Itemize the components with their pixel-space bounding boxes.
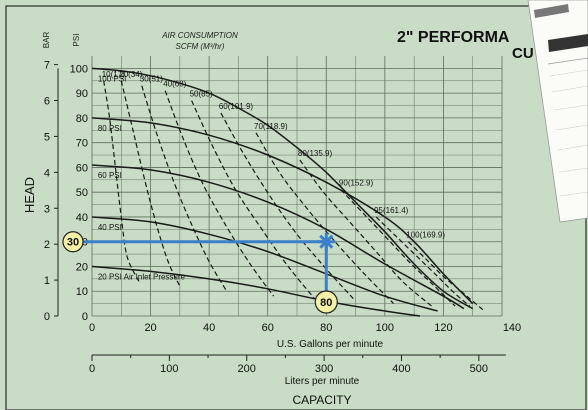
y-bar-tick-label: 2 (44, 239, 50, 251)
x-lpm-tick-label: 0 (89, 363, 95, 375)
x-gpm-tick-label: 40 (203, 322, 215, 334)
air-consumption-curve (191, 100, 316, 300)
pressure-curve-label: 40 PSI (98, 223, 122, 232)
y-psi-tick-label: 100 (70, 63, 88, 75)
air-consumption-curve (141, 85, 228, 292)
air-curve-label: 90(152.9) (339, 179, 374, 188)
axis-layer: 0102030405060708090100012345670204060801… (44, 60, 521, 375)
x-lpm-tick-label: 400 (392, 363, 410, 375)
air-curve-label: 80(135.9) (298, 149, 333, 158)
pressure-curve-label: 80 PSI (98, 124, 122, 133)
pressure-curve (91, 216, 438, 312)
literature-sheet-paper (527, 0, 588, 223)
x-lpm-tick-label: 200 (238, 363, 256, 375)
curve-layer (91, 67, 485, 317)
air-consumption-curve (340, 189, 456, 307)
y-bar-tick-label: 7 (44, 60, 50, 72)
air-curve-label: 60(101.9) (219, 102, 254, 111)
y-psi-tick-label: 60 (76, 162, 88, 174)
pressure-curve (91, 164, 465, 310)
x-lpm-tick-label: 500 (470, 363, 488, 375)
air-consumption-curve (299, 159, 433, 307)
literature-sheet-rule (559, 191, 588, 197)
operating-point-marker (319, 234, 334, 249)
y-psi-tick-label: 70 (76, 138, 88, 150)
literature-sheet-rule (555, 124, 588, 131)
x-gpm-tick-label: 80 (320, 322, 332, 334)
x-lpm-tick-label: 300 (315, 363, 333, 375)
pressure-curve (91, 265, 421, 317)
y-axis-label: HEAD (22, 177, 37, 213)
pressure-curve-label: 60 PSI (98, 171, 122, 180)
x-gpm-tick-label: 140 (503, 322, 521, 334)
air-curve-label: 70(118.9) (254, 122, 288, 131)
air-curve-label: 95(161.4) (374, 206, 409, 215)
air-curve-label: 20(34) (119, 70, 142, 79)
air-consumption-curve (255, 132, 395, 305)
y-psi-tick-label: 10 (76, 286, 88, 298)
x-gpm-tick-label: 0 (89, 322, 95, 334)
head-value-badge-label: 30 (67, 237, 79, 249)
literature-sheet-logo (548, 34, 588, 52)
chart-subtitle: CU (512, 45, 534, 62)
literature-sheet-rule (547, 57, 588, 65)
literature-sheet-header (534, 4, 569, 18)
x-gpm-tick-label: 20 (144, 322, 156, 334)
literature-sheet-rule (551, 85, 588, 93)
y-bar-tick-label: 3 (44, 203, 50, 215)
chart-title: 2" PERFORMA (397, 29, 510, 46)
y-psi-tick-label: 90 (76, 88, 88, 100)
y-bar-tick-label: 5 (44, 131, 50, 143)
capacity-value-badge (314, 290, 338, 314)
air-consumption-label: AIR CONSUMPTION (161, 31, 238, 40)
air-consumption-curve (220, 112, 357, 302)
x-gpm-tick-label: 60 (262, 322, 274, 334)
pressure-curve (91, 117, 474, 305)
capacity-value-badge-label: 80 (320, 297, 332, 309)
y-bar-tick-label: 4 (44, 167, 50, 179)
psi-axis-label: PSI (72, 34, 81, 47)
y-psi-tick-label: 20 (76, 261, 88, 273)
literature-sheet-rule (549, 69, 588, 77)
literature-sheet-rule (553, 104, 588, 111)
y-bar-tick-label: 0 (44, 311, 50, 323)
bar-axis-label: BAR (42, 32, 51, 49)
pressure-curve (91, 67, 474, 310)
air-curve-label: 100(169.9) (406, 231, 445, 240)
y-bar-tick-label: 1 (44, 275, 50, 287)
x-lpm-axis-label: Liters per minute (285, 376, 360, 387)
x-gpm-tick-label: 100 (376, 322, 394, 334)
y-psi-tick-label: 80 (76, 113, 88, 125)
literature-sheet-rule (558, 167, 588, 173)
air-curve-label: 30(51) (140, 75, 163, 84)
y-psi-tick-label: 50 (76, 187, 88, 199)
label-layer: 10(17)20(34)30(51)40(68) 50(85) 60(101.9) 7… (62, 70, 445, 314)
air-curve-label: 10(17) (102, 70, 125, 79)
y-bar-tick-label: 6 (44, 96, 50, 108)
pressure-curve-label: 20 PSI Air Inlet Pressure (98, 272, 186, 281)
literature-sheet (527, 0, 588, 223)
air-consumption-curve (375, 216, 471, 307)
air-curve-label: 50(85) (190, 90, 213, 99)
x-lpm-tick-label: 100 (160, 363, 178, 375)
x-gpm-tick-label: 120 (434, 322, 452, 334)
pressure-curve-label: 100 PSI (98, 74, 126, 83)
air-consumption-units: SCFM (M³/hr) (176, 42, 225, 51)
x-gpm-axis-label: U.S. Gallons per minute (277, 339, 384, 350)
y-psi-tick-label: 0 (82, 311, 88, 323)
literature-sheet-rule (557, 144, 588, 151)
head-value-badge (62, 231, 84, 253)
air-consumption-curve (103, 80, 140, 282)
y-psi-tick-label: 40 (76, 212, 88, 224)
capacity-label: CAPACITY (292, 393, 351, 407)
air-curve-label: 40(68) (163, 80, 186, 89)
